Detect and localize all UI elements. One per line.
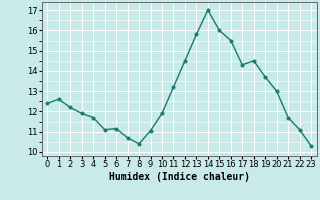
X-axis label: Humidex (Indice chaleur): Humidex (Indice chaleur) — [109, 172, 250, 182]
